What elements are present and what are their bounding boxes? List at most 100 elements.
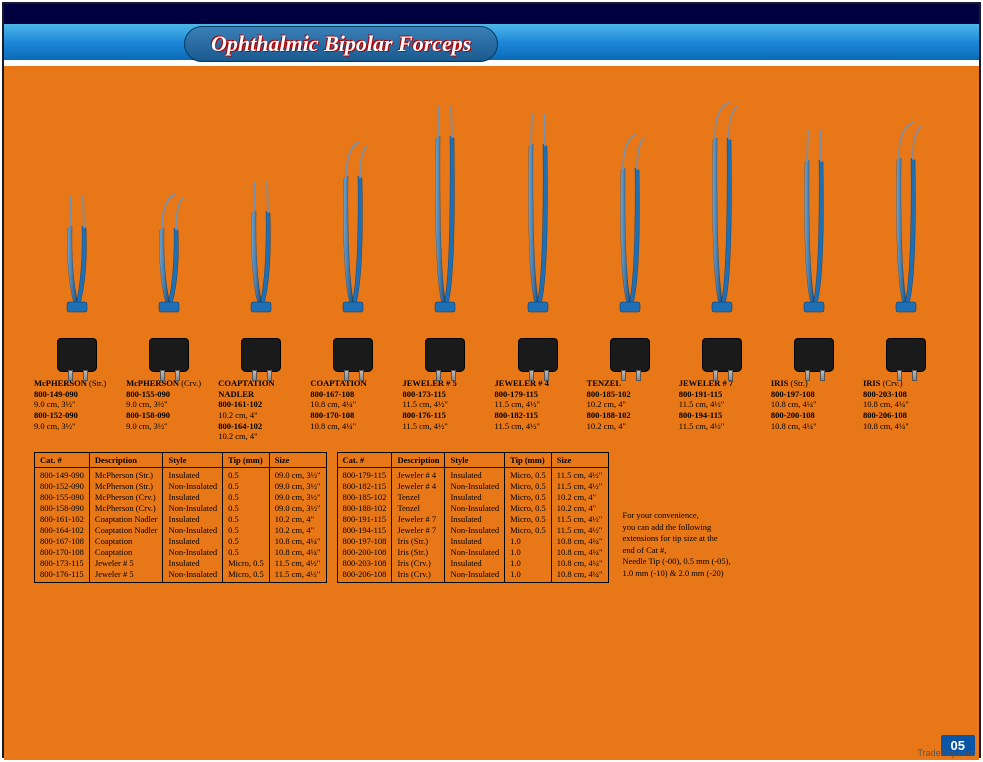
forceps-item <box>126 192 212 372</box>
table-column-cell: McPherson (Str.)McPherson (Str.)McPherso… <box>89 467 163 582</box>
table-header: Style <box>445 452 505 467</box>
forceps-base <box>702 338 742 372</box>
spec-table-1: Cat. #DescriptionStyleTip (mm)Size800-14… <box>34 452 327 583</box>
forceps-spec-line: 10.2 cm, 4" <box>218 410 304 421</box>
table-value: 800-161-102 <box>40 514 84 525</box>
pin <box>728 370 733 381</box>
table-value: Micro, 0.5 <box>510 492 546 503</box>
table-value: Insulated <box>168 536 217 547</box>
table-value: 800-158-090 <box>40 503 84 514</box>
forceps-spec-line: 800-200-108 <box>771 410 857 421</box>
table-column-cell: Jeweler # 4Jeweler # 4TenzelTenzelJewele… <box>392 467 445 582</box>
table-value: 800-194-115 <box>343 525 387 536</box>
forceps-spec-line: 10.2 cm, 4" <box>218 431 304 442</box>
table-value: 10.2 cm, 4" <box>557 503 603 514</box>
table-value: Non-Insulated <box>450 503 499 514</box>
table-value: Tenzel <box>397 492 439 503</box>
table-value: Micro, 0.5 <box>510 514 546 525</box>
forceps-spec-line: 10.8 cm, 4¼" <box>310 399 396 410</box>
table-value: Iris (Str.) <box>397 547 439 558</box>
table-value: 800-206-108 <box>343 569 387 580</box>
table-value: Insulated <box>450 514 499 525</box>
table-value: Micro, 0.5 <box>228 558 264 569</box>
forceps-base <box>610 338 650 372</box>
forceps-spec-line: 11.5 cm, 4½" <box>495 399 581 410</box>
table-value: Micro, 0.5 <box>510 525 546 536</box>
forceps-spec-line: 800-185-102 <box>587 389 673 400</box>
table-value: Iris (Crv.) <box>397 569 439 580</box>
forceps-spec-line: 11.5 cm, 4½" <box>402 421 488 432</box>
forceps-illustration <box>786 124 842 372</box>
table-value: 800-191-115 <box>343 514 387 525</box>
table-value: 0.5 <box>228 503 264 514</box>
table-value: 1.0 <box>510 569 546 580</box>
pin <box>267 370 272 381</box>
table-value: Insulated <box>168 470 217 481</box>
pin <box>252 370 257 381</box>
table-value: 800-155-090 <box>40 492 84 503</box>
forceps-spec-line: 800-152-090 <box>34 410 120 421</box>
forceps-base <box>149 338 189 372</box>
table-value: Jeweler # 4 <box>397 470 439 481</box>
table-value: 09.0 cm, 3½" <box>275 470 321 481</box>
table-value: Non-Insulated <box>450 525 499 536</box>
connector-pins <box>713 370 733 381</box>
forceps-illustration <box>878 122 934 372</box>
connector-pins <box>897 370 917 381</box>
table-value: Non-Insulated <box>168 481 217 492</box>
forceps-base <box>333 338 373 372</box>
pin <box>436 370 441 381</box>
forceps-spec-line: 800-176-115 <box>402 410 488 421</box>
table-value: Jeweler # 4 <box>397 481 439 492</box>
table-header: Cat. # <box>35 452 90 467</box>
top-stripe <box>4 4 979 24</box>
table-value: Micro, 0.5 <box>510 503 546 514</box>
table-value: Insulated <box>450 536 499 547</box>
table-value: Jeweler # 5 <box>95 558 158 569</box>
table-value: McPherson (Crv.) <box>95 492 158 503</box>
forceps-label: JEWELER # 5800-173-11511.5 cm, 4½"800-17… <box>402 378 488 442</box>
forceps-spec-line: 11.5 cm, 4½" <box>402 399 488 410</box>
forceps-item <box>679 102 765 372</box>
table-header: Style <box>163 452 223 467</box>
note-line: Needle Tip (-00), 0.5 mm (-05), <box>623 556 783 567</box>
table-value: McPherson (Str.) <box>95 481 158 492</box>
forceps-base <box>518 338 558 372</box>
table-value: Insulated <box>168 558 217 569</box>
table-header: Description <box>89 452 163 467</box>
table-value: 800-176-115 <box>40 569 84 580</box>
table-value: 800-152-090 <box>40 481 84 492</box>
connector-pins <box>805 370 825 381</box>
forceps-item <box>34 190 120 372</box>
forceps-item <box>771 124 857 372</box>
forceps-spec-line: 10.8 cm, 4¼" <box>863 421 949 432</box>
forceps-spec-line: 800-197-108 <box>771 389 857 400</box>
pin <box>820 370 825 381</box>
forceps-label: TENZEL800-185-10210.2 cm, 4"800-188-1021… <box>587 378 673 442</box>
title-text: Ophthalmic Bipolar Forceps <box>211 31 471 56</box>
table-column-cell: 800-179-115800-182-115800-185-102800-188… <box>337 467 392 582</box>
forceps-item <box>218 175 304 372</box>
forceps-spec-line: 11.5 cm, 4½" <box>679 421 765 432</box>
page-frame: Ophthalmic Bipolar Forceps <box>2 2 981 758</box>
pin <box>68 370 73 381</box>
table-value: Insulated <box>450 470 499 481</box>
table-value: 0.5 <box>228 470 264 481</box>
table-value: 10.8 cm, 4¼" <box>275 547 321 558</box>
forceps-illustration <box>602 132 658 372</box>
table-value: 1.0 <box>510 558 546 569</box>
table-value: 800-179-115 <box>343 470 387 481</box>
table-header: Size <box>269 452 326 467</box>
forceps-spec-line: 10.8 cm, 4¼" <box>771 421 857 432</box>
forceps-illustration <box>49 190 105 372</box>
forceps-spec-line: 9.0 cm, 3½" <box>126 421 212 432</box>
table-value: Jeweler # 7 <box>397 514 439 525</box>
note-line: end of Cat #, <box>623 545 783 556</box>
labels-row: McPHERSON (Str.)800-149-0909.0 cm, 3½"80… <box>28 372 955 442</box>
table-value: Micro, 0.5 <box>510 470 546 481</box>
forceps-label: IRIS (Crv.)800-203-10810.8 cm, 4¼"800-20… <box>863 378 949 442</box>
pin <box>529 370 534 381</box>
forceps-row <box>28 84 955 372</box>
table-value: Coaptation Nadler <box>95 514 158 525</box>
pin <box>359 370 364 381</box>
